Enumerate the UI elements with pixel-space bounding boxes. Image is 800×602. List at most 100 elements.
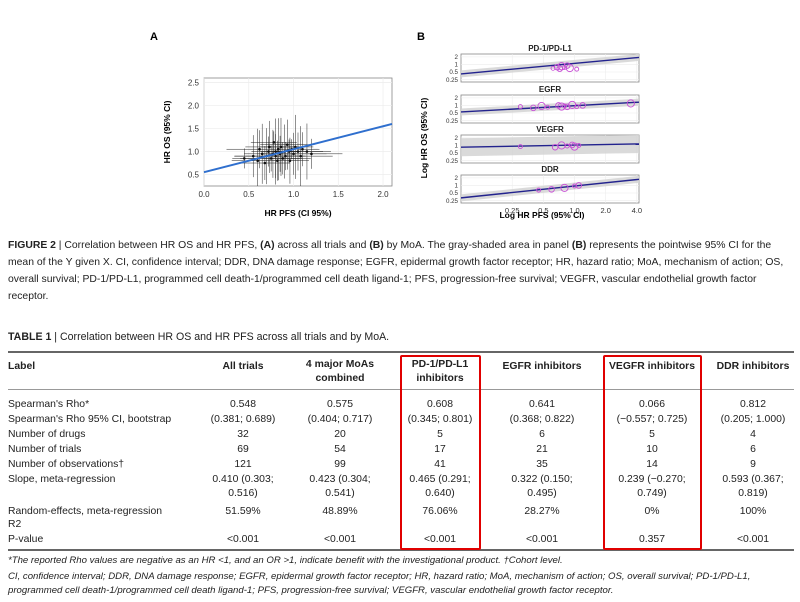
table-cell: <0.001	[323, 534, 357, 545]
header-4-moas-line2: combined	[315, 373, 365, 384]
caption-b: (B)	[369, 240, 384, 251]
panel-a-x-tick-label: 1.5	[333, 190, 345, 199]
panel-a-y-tick-label: 2.0	[188, 102, 200, 111]
table-label: TABLE 1	[8, 331, 52, 343]
table-cell: 76.06%	[422, 506, 458, 517]
panel-b-point	[557, 102, 566, 111]
panel-b-y-tick-label: 2	[455, 135, 459, 142]
table-cell-line2: 0.819)	[738, 488, 768, 499]
panel-b-subpanels: PD-1/PD-L1210.50.25EGFR210.50.25VEGFR210…	[446, 44, 640, 205]
table-cell: 6	[539, 429, 545, 440]
panel-b-subpanel-title: DDR	[541, 165, 559, 174]
panel-b-y-tick-label: 0.25	[446, 77, 459, 84]
panel-b-x-tick-label: 0.25	[505, 206, 520, 215]
row-label: Random-effects, meta-regression	[8, 506, 163, 517]
panel-b-x-tick-label: 2.0	[600, 206, 610, 215]
table-cell: 54	[334, 444, 346, 455]
header-4-moas-line1: 4 major MoAs	[305, 359, 375, 370]
panel-b-y-tick-label: 2	[455, 175, 459, 182]
panel-a-point	[299, 154, 302, 158]
panel-b-x-tick-label: 1.0	[569, 206, 579, 215]
table-cell-line2: 0.495)	[527, 488, 557, 499]
header-all-trials: All trials	[222, 361, 264, 372]
panel-a-y-tick-label: 1.0	[188, 148, 200, 157]
table-cell-line2: 0.516)	[228, 488, 258, 499]
panel-b-subpanel-title: PD-1/PD-L1	[528, 44, 572, 53]
panel-a-point	[274, 154, 277, 158]
panel-b-y-tick-label: 0.25	[446, 158, 459, 165]
table-cell: 0.593 (0.367;	[722, 474, 784, 485]
panel-b-point	[556, 65, 563, 72]
panel-b-point	[579, 102, 586, 109]
header-egfr: EGFR inhibitors	[502, 361, 582, 372]
table-cell: (0.368; 0.822)	[509, 414, 575, 425]
panel-a-x-tick-label: 1.0	[288, 190, 300, 199]
table-cell-line2: 0.541)	[325, 488, 355, 499]
panel-a-y-tick-label: 0.5	[188, 171, 200, 180]
table-cell: 5	[437, 429, 443, 440]
row-label: Number of observations†	[8, 459, 125, 470]
table-cell: 0.812	[739, 399, 766, 410]
table-footnote-2: CI, confidence interval; DDR, DNA damage…	[8, 571, 751, 596]
caption-text-1: | Correlation between HR OS and HR PFS,	[55, 240, 261, 251]
panel-a-point	[268, 145, 271, 149]
table-cell: 0.465 (0.291;	[409, 474, 471, 485]
panel-a-grid	[203, 78, 392, 186]
panel-b-point	[570, 142, 579, 151]
panel-a-x-tick-label: 2.0	[377, 190, 389, 199]
panel-a-point	[276, 159, 279, 163]
panel-b-fit-line	[460, 56, 640, 75]
panel-b-x-tick-label: 4.0	[632, 206, 642, 215]
panel-b-point	[563, 103, 571, 111]
panel-a-point	[301, 147, 304, 151]
panel-a-point	[258, 147, 261, 151]
header-label: Label	[8, 361, 36, 372]
panel-b-y-tick-label: 2	[455, 95, 459, 102]
panel-a-point	[269, 157, 273, 160]
panel-b-point	[572, 183, 577, 189]
panel-b-y-tick-label: 1	[455, 103, 459, 110]
panel-b-point	[560, 183, 569, 192]
panel-a-point	[288, 159, 292, 163]
panel-b-letter: B	[417, 31, 425, 43]
table-cell: (0.205; 1.000)	[720, 414, 786, 425]
highlight-box-pd1	[400, 355, 481, 550]
header-vegfr: VEGFR inhibitors	[608, 361, 695, 372]
panel-b-point	[530, 104, 537, 112]
table-cell: 121	[234, 459, 252, 470]
panel-a-point	[305, 150, 309, 153]
caption-a: (A)	[260, 240, 275, 251]
panel-b-y-tick-label: 0.5	[449, 69, 458, 76]
panel-b-fit-line	[460, 143, 640, 148]
figure-label: FIGURE 2	[8, 240, 56, 251]
panel-a-x-tick-label: 0.5	[243, 190, 255, 199]
panel-b-y-label: Log HR OS (95% CI)	[419, 97, 429, 178]
panel-b-y-tick-label: 1	[455, 183, 459, 190]
table-title: TABLE 1 | Correlation between HR OS and …	[8, 331, 389, 343]
table-cell-line2: 0.749)	[637, 488, 667, 499]
panel-b-y-tick-label: 0.5	[449, 110, 458, 117]
panel-b-point	[563, 62, 571, 69]
panel-b-point	[517, 104, 523, 110]
table-cell: 0.239 (−0.270;	[618, 474, 686, 485]
caption-text-3: by MoA. The gray-shaded area in panel	[383, 240, 572, 251]
panel-a-y-tick-label: 2.5	[188, 79, 200, 88]
panel-b-y-tick-label: 0.25	[446, 198, 459, 205]
panel-a-point	[263, 161, 267, 165]
table-cell: (0.345; 0.801)	[407, 414, 473, 425]
table-cell: 100%	[739, 506, 767, 517]
row-label: Number of trials	[8, 444, 82, 455]
row-label: P-value	[8, 534, 44, 545]
panel-a-point	[296, 150, 300, 153]
table-footnote-1: *The reported Rho values are negative as…	[8, 555, 563, 566]
panel-b-point	[517, 144, 523, 150]
header-pd1-line2: inhibitors	[416, 373, 464, 384]
panel-a-x-tick-label: 0.0	[198, 190, 210, 199]
row-label: Slope, meta-regression	[8, 474, 116, 485]
table-cell: 48.89%	[322, 506, 358, 517]
panel-b-chart: B PD-1/PD-L1210.50.25EGFR210.50.25VEGFR2…	[417, 31, 642, 220]
panel-b-y-tick-label: 1	[455, 62, 459, 69]
panel-b-subpanel-title: VEGFR	[536, 125, 564, 134]
table-cell: 0.608	[426, 399, 453, 410]
row-label-line2: R2	[8, 519, 22, 530]
